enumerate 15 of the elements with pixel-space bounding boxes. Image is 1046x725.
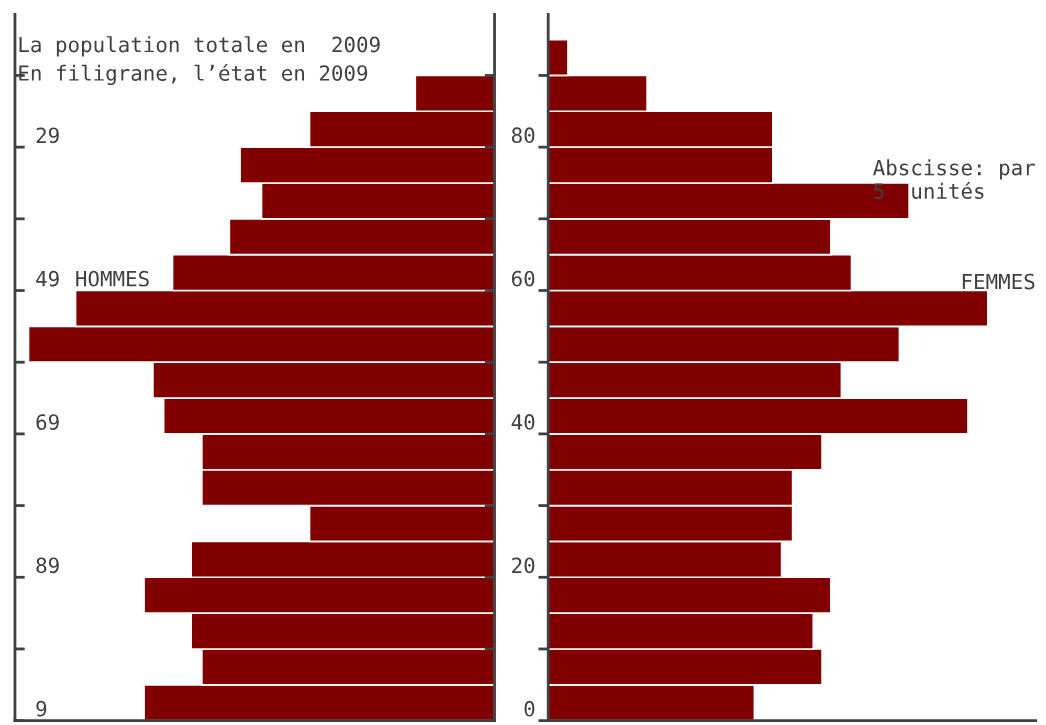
y-tick-label: 40 xyxy=(511,414,535,430)
y-tick-label: 60 xyxy=(511,270,535,287)
y-tick-label: 80 xyxy=(511,127,535,144)
y-tick-label: 0 xyxy=(524,700,535,717)
annotation: 89 xyxy=(36,557,59,574)
annotation: 69 xyxy=(36,414,59,430)
annotation: 49 xyxy=(36,270,59,287)
annotation: FEMMES xyxy=(962,273,1035,290)
annotation: 9 xyxy=(36,700,47,717)
y-tick-label: 20 xyxy=(512,557,535,574)
text: En filigrane, l’état en 2009 xyxy=(19,63,368,86)
annotation: HOMMES xyxy=(76,270,149,287)
text: La population totale en 2009 xyxy=(19,36,380,57)
annotation: Abscisse: par 5 unités xyxy=(873,159,1035,199)
annotation: 29 xyxy=(36,127,59,144)
